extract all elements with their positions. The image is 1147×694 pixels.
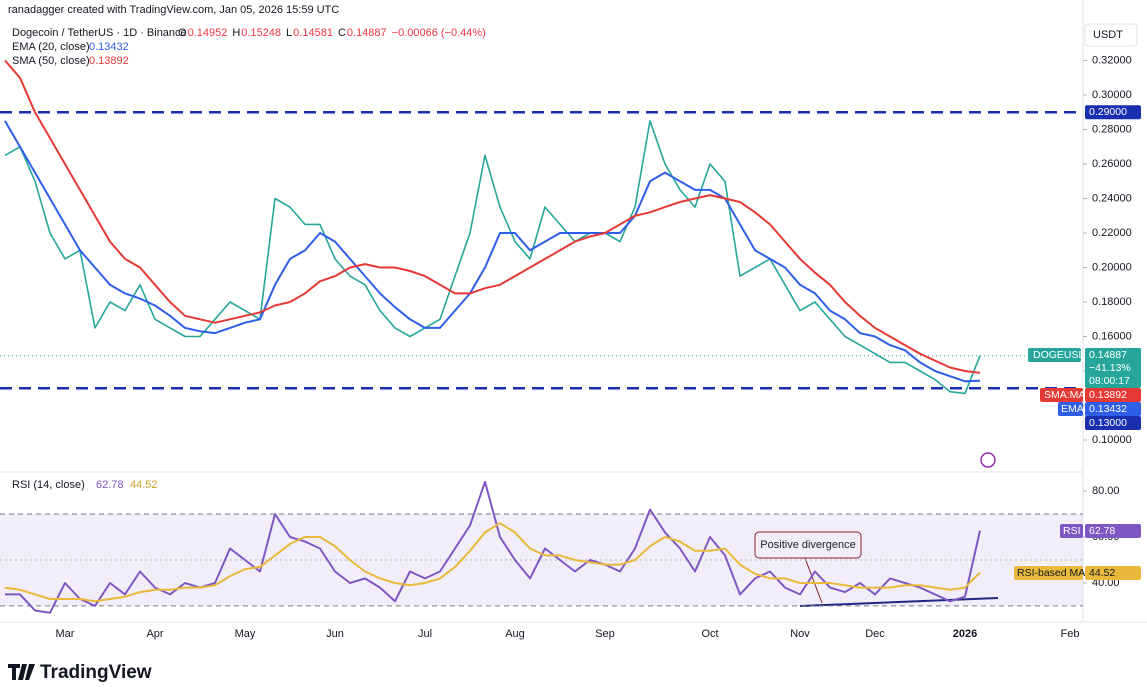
ohlc-label: H (232, 27, 240, 39)
rsi-legend-value: 62.78 (96, 479, 124, 491)
currency: USDT (1093, 29, 1123, 41)
ohlc-value: 0.14581 (293, 27, 333, 39)
ema-name-tag-box (1058, 402, 1083, 416)
y-tick-label: 80.00 (1092, 485, 1120, 497)
logo: TradingView (40, 662, 152, 683)
y-tick-label: 0.26000 (1092, 158, 1132, 170)
ohlc-label: C (338, 27, 346, 39)
annotation-pointer (804, 557, 823, 604)
price-tag-box (1085, 348, 1141, 388)
x-tick-label: May (235, 628, 256, 640)
rsi-ma-name-tag-box (1014, 566, 1083, 580)
x-tick-label: Jun (326, 628, 344, 640)
rsi-value-tag-box (1085, 524, 1141, 538)
ohlc-label: L (286, 27, 292, 39)
divergence-trendline (799, 597, 999, 607)
rsi-ma-value-tag-box (1085, 566, 1141, 580)
sma-value-tag-box (1085, 388, 1141, 402)
y-tick-label: 0.16000 (1092, 330, 1132, 342)
x-tick-label: Feb (1061, 628, 1080, 640)
logo-mark (8, 664, 35, 680)
x-tick-label: Aug (505, 628, 525, 640)
y-tick-label: 0.32000 (1092, 54, 1132, 66)
ohlc-value: −0.00066 (−0.44%) (392, 27, 486, 39)
level-tag: 0.13000 (1089, 417, 1127, 429)
y-tick-label: 0.28000 (1092, 123, 1132, 135)
y-tick-label: 0.30000 (1092, 89, 1132, 101)
rsi-ma-legend-value: 44.52 (130, 479, 158, 491)
series-line (5, 480, 981, 614)
event-icon (980, 452, 996, 468)
ema-value-tag: 0.13432 (1089, 403, 1127, 415)
symbol-tag-box (1028, 348, 1081, 362)
level-tag-box (1085, 416, 1141, 430)
symbol-tag: DOGEUSDT (1033, 349, 1093, 361)
rsi-value-tag: 62.78 (1089, 525, 1115, 537)
series-line (4, 120, 981, 383)
legend-ema-value: 0.13432 (89, 41, 129, 53)
currency-box (1084, 23, 1138, 47)
y-tick-label: 0.20000 (1092, 261, 1132, 273)
rsi-title: RSI (14, close) (12, 479, 85, 491)
x-tick-label: Mar (56, 628, 75, 640)
rsi-ma-name-tag: RSI-based MA (1017, 567, 1085, 579)
price-change-tag: −41.13% (1089, 362, 1131, 374)
x-tick-label: Nov (790, 628, 810, 640)
price-tag: 0.14887 (1089, 349, 1127, 361)
y-tick-label: 0.24000 (1092, 192, 1132, 204)
rsi-name-tag: RSI (1063, 525, 1081, 537)
attribution: ranadagger created with TradingView.com,… (8, 4, 339, 16)
ema-value-tag-box (1085, 402, 1141, 416)
level-tag: 0.29000 (1089, 106, 1127, 118)
rsi-name-tag-box (1060, 524, 1083, 538)
annotation: Positive divergence (760, 539, 855, 551)
symbol: Dogecoin / TetherUS · 1D · Binance (12, 27, 187, 39)
ohlc-label: O (178, 27, 187, 39)
legend-sma-value: 0.13892 (89, 55, 129, 67)
x-tick-label: Apr (146, 628, 163, 640)
x-tick-label: Oct (701, 628, 718, 640)
ema-name-tag: EMA (1061, 403, 1084, 415)
ohlc-value: 0.15248 (241, 27, 281, 39)
sma-name-tag: SMA:MA (1044, 389, 1085, 401)
series-line (4, 120, 981, 395)
ohlc: O 0.14952 H 0.15248 L 0.14581 C 0.14887 −0.00066… (178, 27, 486, 39)
rsi-ma-value-tag: 44.52 (1089, 567, 1115, 579)
sma-value-tag: 0.13892 (1089, 389, 1127, 401)
legend-sma: SMA (50, close) (12, 55, 90, 67)
level-tag-box (1085, 105, 1141, 120)
x-tick-label: Sep (595, 628, 615, 640)
series-line (4, 522, 981, 603)
ohlc-value: 0.14887 (347, 27, 387, 39)
series-line (4, 59, 981, 374)
ohlc-value: 0.14952 (188, 27, 228, 39)
y-tick-label: 0.10000 (1092, 434, 1132, 446)
countdown-tag: 08:00:17 (1089, 375, 1130, 387)
annotation-box (754, 531, 862, 559)
y-tick-label: 0.18000 (1092, 296, 1132, 308)
x-tick-label: Jul (418, 628, 432, 640)
y-tick-label: 0.22000 (1092, 227, 1132, 239)
x-tick-label: 2026 (953, 628, 977, 640)
sma-name-tag-box (1040, 388, 1083, 402)
legend-ema: EMA (20, close) (12, 41, 90, 53)
x-tick-label: Dec (865, 628, 885, 640)
